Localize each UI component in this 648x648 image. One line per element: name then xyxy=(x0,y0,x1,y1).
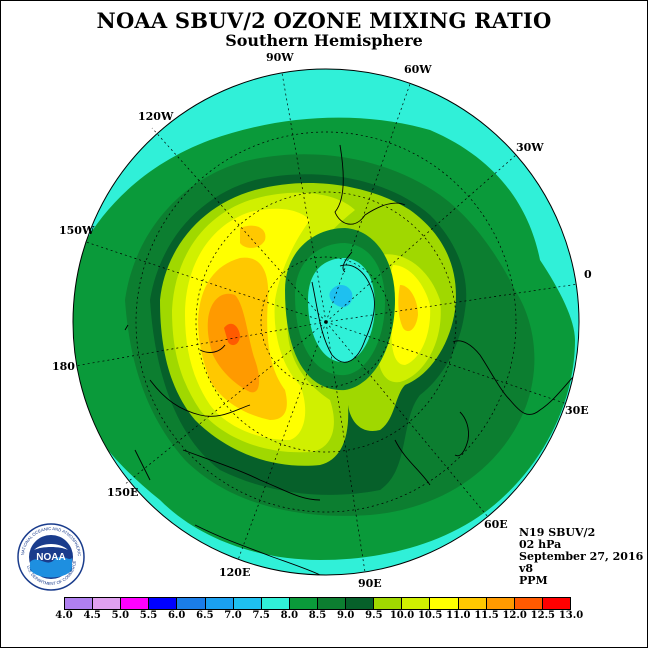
lon-label-120e: 120E xyxy=(219,566,251,579)
colorbar-tick-label: 7.0 xyxy=(224,610,242,621)
colorbar-swatch xyxy=(261,598,290,609)
colorbar-tick-label: 12.5 xyxy=(530,610,556,621)
info-units: PPM xyxy=(519,574,548,587)
colorbar-tick-label: 10.0 xyxy=(389,610,415,621)
lon-label-30w: 30W xyxy=(516,141,544,154)
colorbar-tick-label: 8.5 xyxy=(308,610,327,621)
colorbar-swatch xyxy=(514,598,543,609)
colorbar-tick-label: 4.0 xyxy=(55,610,73,621)
lon-label-120w: 120W xyxy=(138,110,174,123)
colorbar-tick-label: 11.5 xyxy=(474,610,499,621)
colorbar-swatch xyxy=(430,598,459,609)
colorbar-tick-label: 7.5 xyxy=(252,610,270,621)
colorbar-tick-label: 8.0 xyxy=(280,610,299,621)
colorbar-tick-label: 11.0 xyxy=(446,610,471,621)
colorbar-tick-label: 9.5 xyxy=(365,610,383,621)
logo-text: NOAA xyxy=(36,552,65,563)
band-11-0-north xyxy=(240,225,266,248)
colorbar-tick-label: 13.0 xyxy=(558,610,584,621)
colorbar-tick-label: 5.0 xyxy=(111,610,130,621)
info-date: September 27, 2016 xyxy=(519,550,644,563)
lon-label-90e: 90E xyxy=(358,577,382,590)
colorbar-swatch xyxy=(121,598,150,609)
inner-pole-7-5 xyxy=(308,258,375,363)
lon-label-0: 0 xyxy=(584,268,592,281)
colorbar-tick-label: 12.0 xyxy=(502,610,527,621)
lon-label-30e: 30E xyxy=(565,404,589,417)
lon-label-60e: 60E xyxy=(484,518,508,531)
colorbar-tick-label: 4.5 xyxy=(83,610,101,621)
colorbar-tick-label: 5.5 xyxy=(139,610,158,621)
colorbar-swatch xyxy=(374,598,403,609)
colorbar-swatch xyxy=(65,598,94,609)
map-boundary xyxy=(72,68,580,576)
lon-label-150e: 150E xyxy=(107,486,139,499)
info-level: 02 hPa xyxy=(519,538,562,551)
map-title: NOAA SBUV/2 OZONE MIXING RATIO xyxy=(96,8,552,33)
colorbar-swatch xyxy=(233,598,262,609)
colorbar xyxy=(64,597,571,610)
colorbar-swatch xyxy=(317,598,347,609)
colorbar-swatch xyxy=(93,598,122,609)
band-12-0 xyxy=(224,323,240,346)
colorbar-swatch xyxy=(149,598,178,609)
colorbar-tick-label: 10.5 xyxy=(417,610,443,621)
colorbar-swatch xyxy=(346,598,375,609)
inner-pole-7-0 xyxy=(329,284,353,308)
colorbar-swatch xyxy=(205,598,234,609)
lon-label-180: 180 xyxy=(52,360,75,373)
info-version: v8 xyxy=(519,562,534,575)
band-11-0-east xyxy=(398,285,418,332)
graticule xyxy=(74,72,579,573)
colorbar-swatch xyxy=(289,598,318,609)
noaa-logo: NOAA NATIONAL OCEANIC AND ATMOSPHERIC AD… xyxy=(16,522,85,591)
lon-label-60w: 60W xyxy=(404,63,432,76)
colorbar-ticks: 4.0 4.5 5.0 5.5 6.0 6.5 7.0 7.5 8.0 8.5 9.0 9.5 10.0… xyxy=(0,610,648,624)
colorbar-swatch xyxy=(458,598,487,609)
lon-label-90w: 90W xyxy=(266,51,294,64)
lon-label-150w: 150W xyxy=(59,224,95,237)
colorbar-swatch xyxy=(402,598,431,609)
colorbar-swatch xyxy=(486,598,515,609)
colorbar-tick-label: 6.5 xyxy=(196,610,214,621)
colorbar-tick-label: 6.0 xyxy=(167,610,186,621)
info-satellite: N19 SBUV/2 xyxy=(519,526,596,539)
colorbar-tick-label: 9.0 xyxy=(336,610,355,621)
info-block: N19 SBUV/2 02 hPa September 27, 2016 v8 … xyxy=(519,527,643,587)
colorbar-swatch xyxy=(177,598,206,609)
map-subtitle: Southern Hemisphere xyxy=(225,31,423,50)
colorbar-swatch xyxy=(542,598,570,609)
